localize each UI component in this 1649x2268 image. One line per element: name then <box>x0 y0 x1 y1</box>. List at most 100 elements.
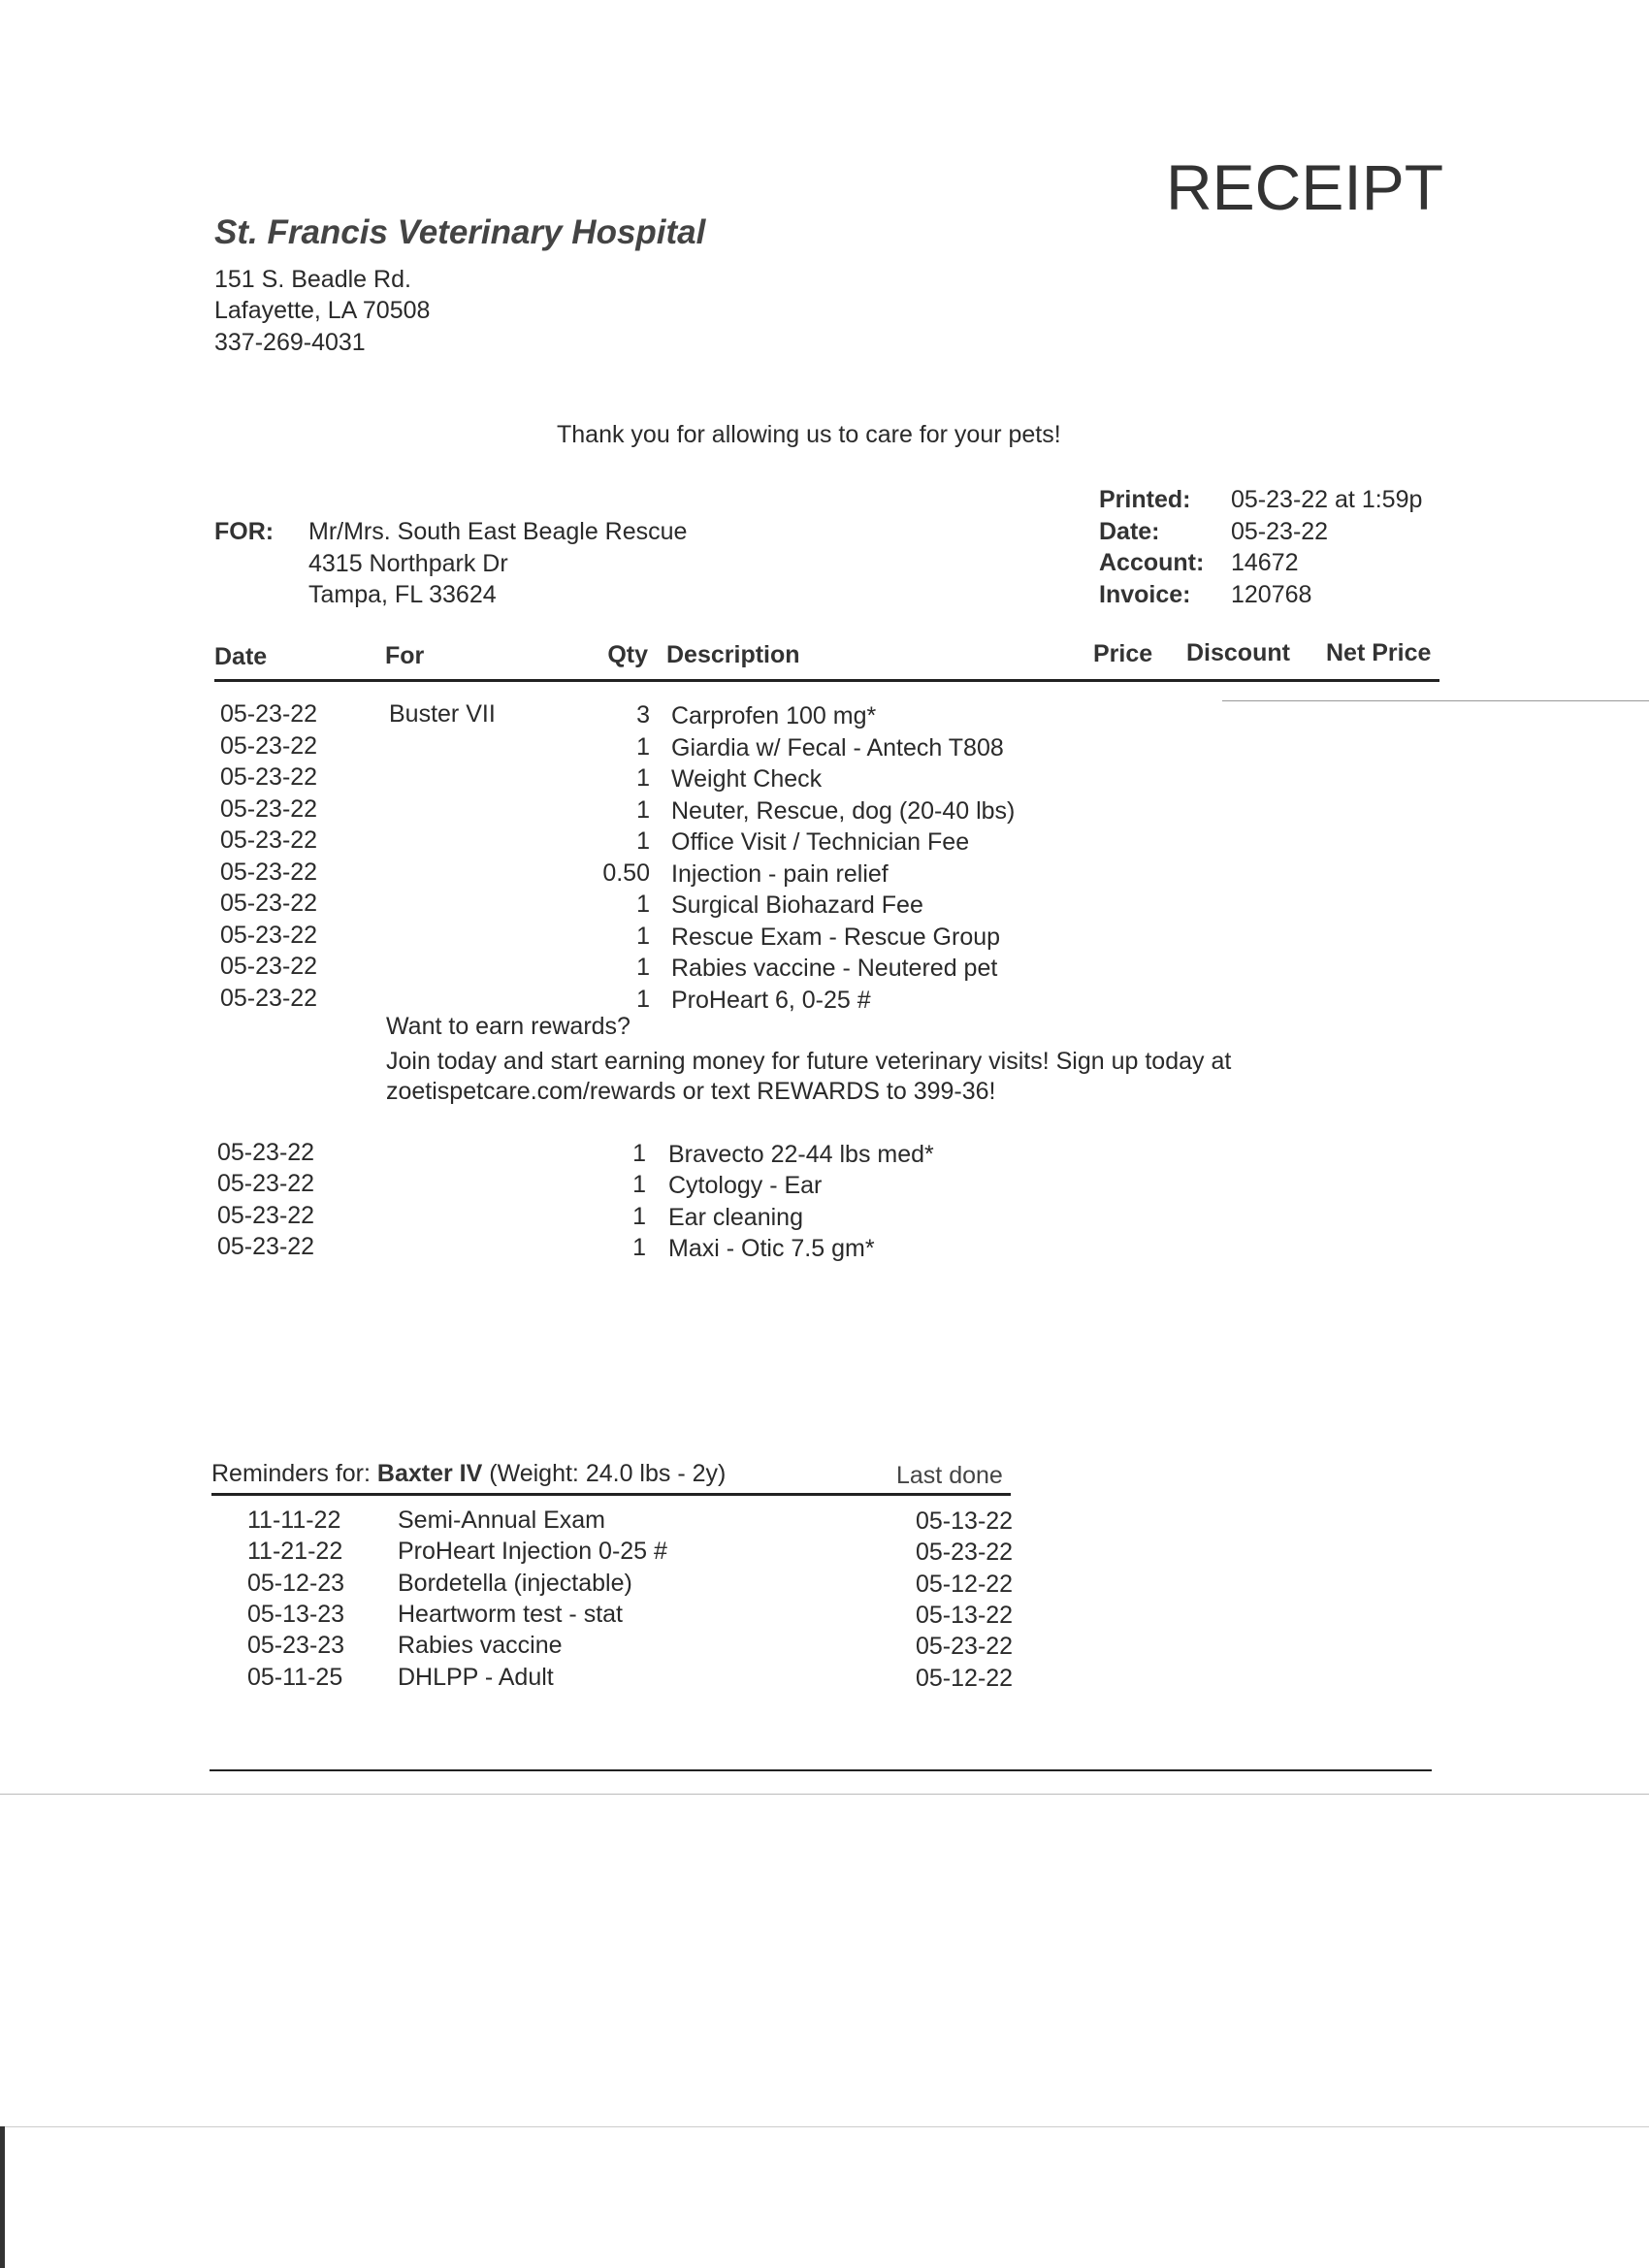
last-done-label: Last done <box>896 1462 1003 1489</box>
item-qty: 1 <box>632 1171 646 1199</box>
meta-label: Account: <box>1099 549 1205 576</box>
reminders-pet: Baxter IV <box>376 1460 483 1487</box>
scan-line <box>0 1794 1649 1795</box>
reminder-description: Semi-Annual Exam <box>398 1507 605 1534</box>
reminder-description: ProHeart Injection 0-25 # <box>398 1538 667 1566</box>
item-date: 05-23-22 <box>217 1232 315 1260</box>
item-date: 05-23-22 <box>220 953 318 980</box>
item-qty: 1 <box>636 954 650 981</box>
item-qty: 1 <box>636 827 650 855</box>
reminder-description: Bordetella (injectable) <box>398 1569 632 1597</box>
col-price: Price <box>1093 640 1153 667</box>
reminder-due: 05-12-23 <box>247 1569 345 1597</box>
meta-value: 14672 <box>1231 549 1299 576</box>
reminder-description: DHLPP - Adult <box>398 1663 554 1691</box>
col-discount: Discount <box>1186 639 1290 666</box>
item-description: Ear cleaning <box>668 1203 803 1231</box>
reminder-last-done: 05-23-22 <box>916 1539 1014 1567</box>
item-description: Office Visit / Technician Fee <box>671 828 970 856</box>
hospital-phone: 337-269-4031 <box>214 329 366 356</box>
col-description: Description <box>666 641 800 668</box>
meta-value: 120768 <box>1231 580 1312 608</box>
item-for: Buster VII <box>389 700 496 728</box>
for-label: FOR: <box>214 518 275 545</box>
item-description: Injection - pain relief <box>671 859 889 888</box>
item-date: 05-23-22 <box>220 731 318 760</box>
col-qty: Qty <box>607 641 648 668</box>
reminder-last-done: 05-13-22 <box>916 1507 1014 1535</box>
item-description: Weight Check <box>671 765 823 793</box>
receipt-title: RECEIPT <box>1166 151 1444 223</box>
item-description: Rabies vaccine - Neutered pet <box>671 955 998 982</box>
item-description: Maxi - Otic 7.5 gm* <box>668 1234 875 1262</box>
meta-value: 05-23-22 at 1:59p <box>1231 486 1423 513</box>
hospital-name: St. Francis Veterinary Hospital <box>214 213 706 251</box>
meta-label: Printed: <box>1099 486 1191 513</box>
rewards-line-2: Join today and start earning money for f… <box>386 1048 1232 1075</box>
item-date: 05-23-22 <box>220 826 318 854</box>
item-description: Bravecto 22-44 lbs med* <box>668 1141 934 1168</box>
item-date: 05-23-22 <box>220 763 318 791</box>
meta-label: Invoice: <box>1099 580 1191 608</box>
item-qty: 1 <box>636 891 650 918</box>
client-name: Mr/Mrs. South East Beagle Rescue <box>308 518 688 545</box>
item-date: 05-23-22 <box>220 700 318 728</box>
reminder-last-done: 05-23-22 <box>916 1633 1014 1661</box>
item-qty: 1 <box>636 795 650 824</box>
client-address-1: 4315 Northpark Dr <box>308 550 508 577</box>
item-date: 05-23-22 <box>220 858 318 886</box>
item-description: Giardia w/ Fecal - Antech T808 <box>671 733 1004 761</box>
item-description: Neuter, Rescue, dog (20-40 lbs) <box>671 796 1016 825</box>
item-qty: 1 <box>632 1202 646 1230</box>
reminder-due: 11-11-22 <box>247 1507 341 1534</box>
scan-mark <box>1222 700 1649 701</box>
item-description: Carprofen 100 mg* <box>671 702 877 729</box>
reminders-label: Reminders for: <box>211 1460 371 1487</box>
meta-value: 05-23-22 <box>1231 517 1329 545</box>
reminders-divider <box>211 1493 1011 1496</box>
item-date: 05-23-22 <box>220 984 318 1012</box>
reminders-weight: (Weight: 24.0 lbs - 2y) <box>489 1460 727 1487</box>
item-description: ProHeart 6, 0-25 # <box>671 986 871 1014</box>
item-description: Surgical Biohazard Fee <box>671 891 923 919</box>
item-qty: 3 <box>636 701 650 729</box>
client-address-2: Tampa, FL 33624 <box>308 581 497 608</box>
item-qty: 1 <box>636 732 650 761</box>
item-date: 05-23-22 <box>217 1139 315 1166</box>
col-net-price: Net Price <box>1326 639 1432 666</box>
scan-line <box>0 2126 1649 2127</box>
item-date: 05-23-22 <box>220 890 318 917</box>
scan-edge <box>0 2126 5 2268</box>
reminder-last-done: 05-13-22 <box>916 1601 1014 1629</box>
item-date: 05-23-22 <box>220 921 318 949</box>
reminder-due: 05-11-25 <box>247 1663 343 1691</box>
reminder-last-done: 05-12-22 <box>916 1570 1014 1598</box>
reminder-due: 11-21-22 <box>247 1538 343 1566</box>
item-qty: 1 <box>636 985 650 1013</box>
item-qty: 1 <box>636 764 650 792</box>
item-qty: 0.50 <box>602 859 650 887</box>
meta-label: Date: <box>1099 517 1160 545</box>
reminders-header: Reminders for: Baxter IV (Weight: 24.0 l… <box>211 1462 726 1486</box>
item-date: 05-23-22 <box>217 1170 315 1198</box>
reminder-due: 05-13-23 <box>247 1600 345 1628</box>
rewards-line-3: zoetispetcare.com/rewards or text REWARD… <box>386 1078 996 1105</box>
item-qty: 1 <box>632 1140 646 1167</box>
header-divider <box>214 679 1439 682</box>
hospital-address-1: 151 S. Beadle Rd. <box>214 266 411 293</box>
item-date: 05-23-22 <box>220 794 318 823</box>
rewards-line-1: Want to earn rewards? <box>386 1013 630 1040</box>
item-description: Cytology - Ear <box>668 1172 823 1200</box>
item-date: 05-23-22 <box>217 1201 315 1229</box>
col-date: Date <box>214 643 268 670</box>
reminder-due: 05-23-23 <box>247 1632 345 1660</box>
col-for: For <box>385 642 425 669</box>
item-description: Rescue Exam - Rescue Group <box>671 923 1001 951</box>
item-qty: 1 <box>636 922 650 950</box>
item-qty: 1 <box>632 1233 646 1261</box>
reminder-description: Heartworm test - stat <box>398 1600 623 1628</box>
reminder-last-done: 05-12-22 <box>916 1664 1014 1692</box>
footer-divider <box>210 1769 1432 1771</box>
reminder-description: Rabies vaccine <box>398 1632 563 1660</box>
thank-you-message: Thank you for allowing us to care for yo… <box>557 421 1061 448</box>
